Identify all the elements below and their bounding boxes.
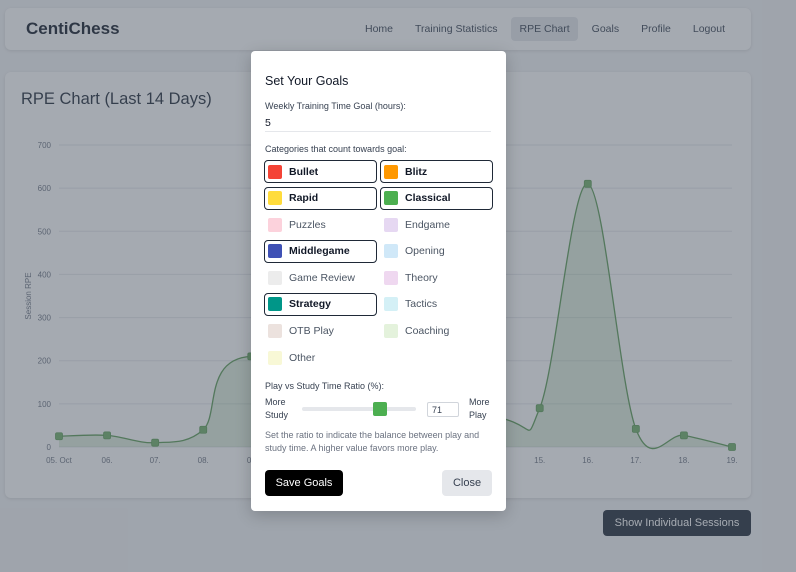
category-coaching[interactable]: Coaching bbox=[380, 320, 493, 343]
modal-title: Set Your Goals bbox=[265, 74, 349, 88]
category-endgame[interactable]: Endgame bbox=[380, 213, 493, 236]
category-swatch bbox=[384, 297, 398, 312]
category-label: Classical bbox=[405, 192, 451, 205]
category-swatch bbox=[384, 270, 398, 285]
ratio-right-line-1: More bbox=[469, 397, 490, 407]
category-label: Strategy bbox=[289, 298, 332, 311]
category-label: OTB Play bbox=[289, 325, 334, 338]
category-swatch bbox=[384, 244, 398, 259]
category-blitz[interactable]: Blitz bbox=[380, 160, 493, 183]
category-label: Coaching bbox=[405, 325, 450, 338]
category-label: Bullet bbox=[289, 165, 319, 178]
category-middlegame[interactable]: Middlegame bbox=[264, 239, 377, 263]
category-label: Middlegame bbox=[289, 245, 350, 258]
category-swatch bbox=[384, 164, 398, 179]
category-label: Puzzles bbox=[289, 218, 326, 231]
category-swatch bbox=[268, 270, 282, 285]
category-theory[interactable]: Theory bbox=[380, 266, 493, 289]
category-otb-play[interactable]: OTB Play bbox=[264, 320, 377, 343]
weekly-goal-label: Weekly Training Time Goal (hours): bbox=[265, 101, 406, 111]
category-swatch bbox=[268, 191, 282, 206]
ratio-slider-track[interactable] bbox=[302, 407, 416, 411]
category-swatch bbox=[384, 191, 398, 206]
category-strategy[interactable]: Strategy bbox=[264, 292, 377, 316]
category-label: Rapid bbox=[289, 192, 319, 205]
category-swatch bbox=[268, 350, 282, 365]
ratio-more-study-label: More Study bbox=[265, 396, 288, 421]
save-goals-button[interactable]: Save Goals bbox=[265, 470, 343, 496]
ratio-left-line-1: More bbox=[265, 397, 286, 407]
ratio-value-input[interactable] bbox=[427, 402, 459, 417]
weekly-goal-input[interactable] bbox=[265, 115, 491, 132]
category-other[interactable]: Other bbox=[264, 346, 377, 369]
ratio-slider-thumb[interactable] bbox=[373, 402, 387, 416]
category-swatch bbox=[268, 324, 282, 339]
category-tactics[interactable]: Tactics bbox=[380, 293, 493, 316]
ratio-right-line-2: Play bbox=[469, 409, 487, 420]
category-label: Endgame bbox=[405, 218, 450, 231]
category-swatch bbox=[268, 217, 282, 232]
category-swatch bbox=[268, 297, 282, 312]
category-label: Tactics bbox=[405, 298, 438, 311]
goals-modal: Set Your Goals Weekly Training Time Goal… bbox=[251, 51, 506, 511]
category-classical[interactable]: Classical bbox=[380, 186, 493, 210]
category-label: Opening bbox=[405, 245, 445, 258]
category-grid: Bullet Blitz Rapid Classical Puzzles End… bbox=[264, 160, 493, 369]
category-rapid[interactable]: Rapid bbox=[264, 186, 377, 210]
categories-label: Categories that count towards goal: bbox=[265, 144, 407, 154]
ratio-left-line-2: Study bbox=[265, 409, 289, 420]
category-label: Other bbox=[289, 351, 316, 364]
category-swatch bbox=[268, 164, 282, 179]
close-button[interactable]: Close bbox=[442, 470, 492, 496]
category-swatch bbox=[268, 244, 282, 259]
category-label: Blitz bbox=[405, 165, 428, 178]
category-swatch bbox=[384, 324, 398, 339]
ratio-label: Play vs Study Time Ratio (%): bbox=[265, 381, 385, 391]
category-bullet[interactable]: Bullet bbox=[264, 160, 377, 183]
category-label: Game Review bbox=[289, 271, 355, 284]
category-puzzles[interactable]: Puzzles bbox=[264, 213, 377, 236]
category-label: Theory bbox=[405, 271, 438, 284]
category-opening[interactable]: Opening bbox=[380, 240, 493, 263]
ratio-more-play-label: More Play bbox=[469, 396, 490, 421]
category-swatch bbox=[384, 217, 398, 232]
category-game-review[interactable]: Game Review bbox=[264, 266, 377, 289]
ratio-help-text: Set the ratio to indicate the balance be… bbox=[265, 430, 480, 453]
